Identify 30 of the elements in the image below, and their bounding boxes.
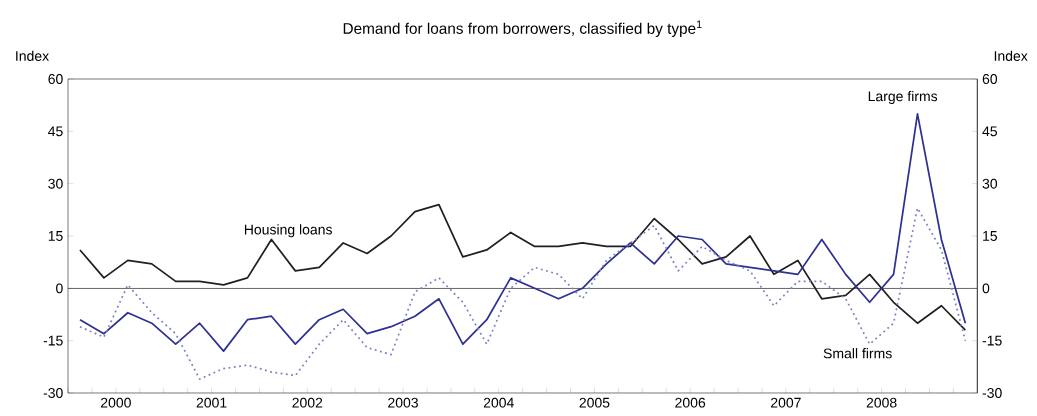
y-tick-label: 0: [56, 283, 63, 294]
chart-title: Demand for loans from borrowers, classified by type$^{1}$: [343, 20, 702, 37]
x-tick-label: 2003: [388, 397, 418, 408]
y-tick-label: 15: [48, 231, 63, 241]
y-tick-label: 60: [48, 74, 63, 84]
y-tick-label: -30: [43, 388, 63, 398]
x-tick-label: 2005: [579, 397, 610, 408]
x-tick-label: 2008: [866, 397, 897, 408]
series-label: Small firms: [823, 348, 892, 359]
y2-tick-label: -30: [982, 388, 1002, 398]
y2-tick-label: 0: [982, 283, 990, 294]
y-tick-label: 30: [48, 178, 63, 189]
y2-tick-label: 15: [983, 231, 998, 241]
y-tick-label: 45: [48, 126, 63, 137]
y2-tick-label: 30: [982, 178, 998, 189]
series-label: Large firms: [868, 90, 938, 105]
line-series: [79, 207, 967, 380]
y-axis-title: Index: [16, 50, 49, 61]
y2-tick-label: -15: [982, 335, 1002, 346]
x-tick-label: 2007: [771, 397, 801, 408]
y2-tick-label: 45: [982, 126, 998, 137]
series-label: Housing loans: [244, 224, 332, 238]
x-tick-label: 2001: [196, 397, 227, 408]
y2-tick-label: 60: [982, 74, 998, 84]
x-tick-label: 2002: [292, 397, 323, 408]
x-tick-label: 2004: [483, 397, 514, 408]
y2-axis-title: Index: [994, 50, 1028, 61]
x-tick-label: 2000: [101, 397, 131, 408]
y-tick-label: -15: [43, 335, 63, 346]
x-tick-label: 2006: [675, 397, 706, 408]
